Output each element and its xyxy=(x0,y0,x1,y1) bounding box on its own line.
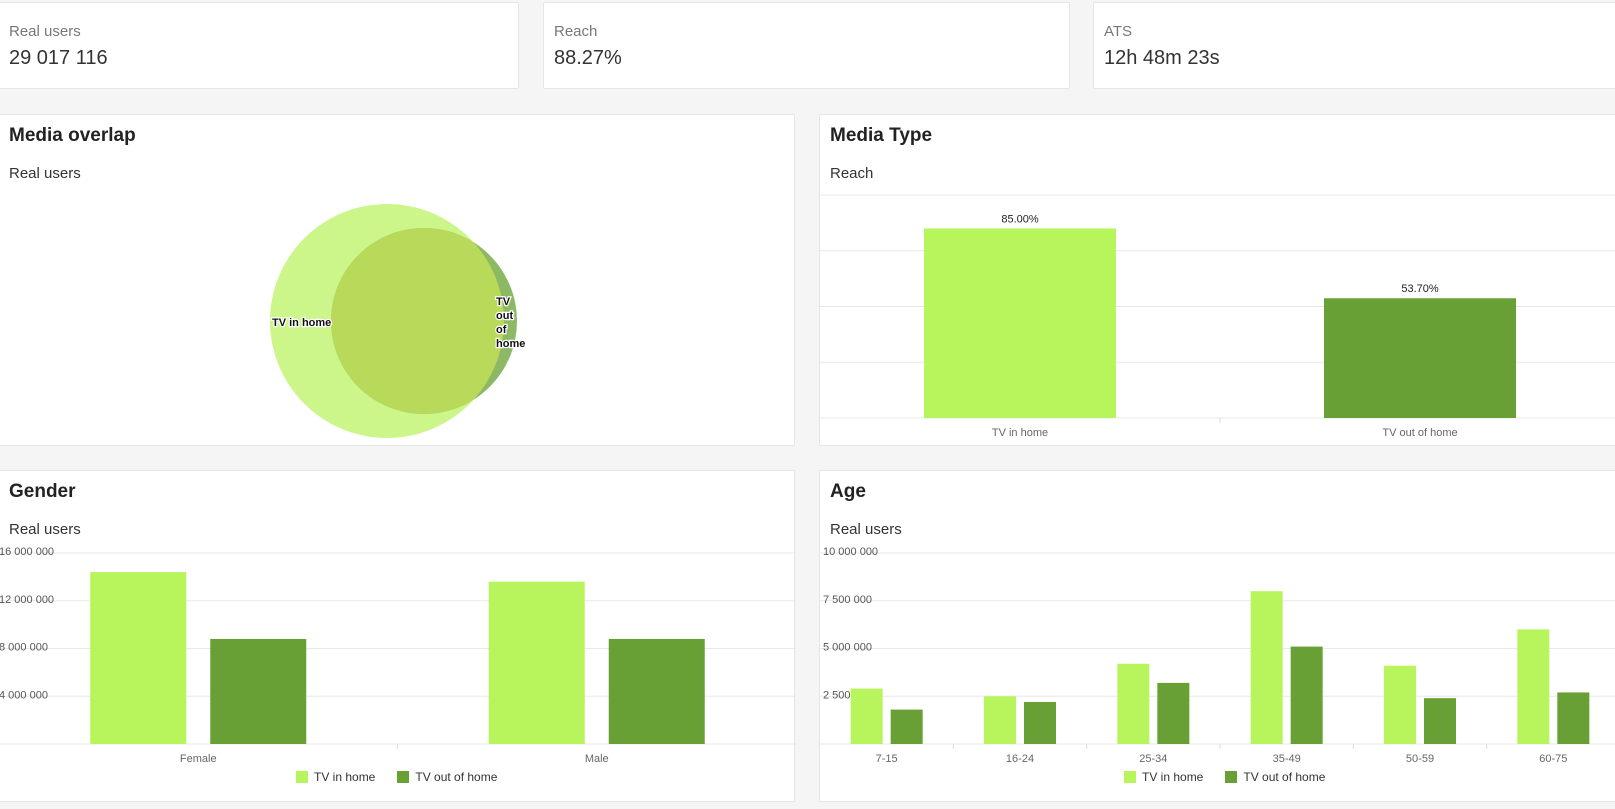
card-title: Age xyxy=(830,481,866,502)
venn-overlap[interactable] xyxy=(331,228,517,414)
venn-label-tv-out-of-home-2: out xyxy=(496,310,513,322)
venn-label-tv-out-of-home-3: of xyxy=(496,324,507,336)
bar[interactable] xyxy=(1424,698,1456,744)
bar[interactable] xyxy=(1157,682,1190,744)
x-tick-label: Female xyxy=(180,753,217,765)
y-tick-label: 4 000 000 xyxy=(0,689,48,701)
legend-label: TV in home xyxy=(1142,770,1204,784)
venn-label-tv-out-of-home-4: home xyxy=(496,338,525,350)
x-tick-label: 7-15 xyxy=(876,753,898,765)
bar[interactable] xyxy=(90,572,187,744)
y-tick-label: 8 000 000 xyxy=(0,642,48,654)
card-title: Media Type xyxy=(830,125,933,146)
legend-swatch xyxy=(1124,771,1136,783)
bar[interactable] xyxy=(850,688,883,744)
kpi-value: 12h 48m 23s xyxy=(1104,47,1220,69)
gender-card: Gender Real users 4 000 000 8 000 000 12 0… xyxy=(0,470,796,802)
y-tick-label: 10 000 000 xyxy=(823,546,878,558)
kpi-label: Reach xyxy=(554,23,598,40)
legend-swatch xyxy=(397,771,410,783)
legend-label: TV out of home xyxy=(1243,770,1326,784)
kpi-value: 88.27% xyxy=(554,47,622,69)
kpi-label: ATS xyxy=(1104,23,1133,40)
media-type-bar-chart: 85.00% TV in home 53.70% TV out of home xyxy=(820,194,1615,439)
card-title: Media overlap xyxy=(9,125,136,146)
data-label: 53.70% xyxy=(1401,283,1439,295)
kpi-label: Real users xyxy=(9,23,81,40)
kpi-card-reach: Reach 88.27% xyxy=(543,2,1070,89)
x-tick-label: 35-49 xyxy=(1273,753,1301,765)
y-tick-label: 5 000 000 xyxy=(823,642,872,654)
card-title: Gender xyxy=(9,481,76,502)
y-tick-label: 16 000 000 xyxy=(0,546,54,558)
bar[interactable] xyxy=(984,696,1016,744)
x-tick-label: TV in home xyxy=(992,427,1048,439)
bar[interactable] xyxy=(1250,591,1283,744)
legend-item-tv-in-home[interactable]: TV in home xyxy=(1124,770,1203,784)
legend-label: TV out of home xyxy=(415,770,498,784)
media-overlap-card: Media overlap Real users TV in home TV o… xyxy=(0,114,795,446)
chart-legend: TV in home TV out of home xyxy=(296,770,497,784)
venn-label-tv-in-home: TV in home xyxy=(272,317,331,329)
card-subtitle: Real users xyxy=(9,165,81,182)
media-type-card: Media Type Reach 85.00% TV in home 53.70% T… xyxy=(819,114,1615,446)
card-subtitle: Real users xyxy=(830,521,902,538)
bar[interactable] xyxy=(1557,692,1590,744)
x-tick-label: 25-34 xyxy=(1139,753,1167,765)
legend-swatch xyxy=(1225,771,1238,783)
data-label: 85.00% xyxy=(1001,213,1039,225)
bar[interactable] xyxy=(924,228,1116,418)
bar[interactable] xyxy=(890,709,923,744)
y-tick-label: 12 000 000 xyxy=(0,594,54,606)
bar[interactable] xyxy=(608,638,705,744)
bar[interactable] xyxy=(1117,663,1150,744)
bar[interactable] xyxy=(1290,646,1323,744)
kpi-card-real-users: Real users 29 017 116 xyxy=(0,2,519,89)
x-tick-label: 60-75 xyxy=(1539,753,1567,765)
card-subtitle: Reach xyxy=(830,165,874,182)
bar[interactable] xyxy=(1324,298,1516,418)
legend-label: TV in home xyxy=(314,770,376,784)
chart-legend: TV in home TV out of home xyxy=(1124,770,1325,784)
bar[interactable] xyxy=(488,581,585,744)
x-tick-label: TV out of home xyxy=(1382,427,1457,439)
venn-label-tv-out-of-home-1: TV xyxy=(496,296,511,308)
legend-item-tv-out-of-home[interactable]: TV out of home xyxy=(1225,770,1325,784)
card-subtitle: Real users xyxy=(9,521,81,538)
kpi-value: 29 017 116 xyxy=(9,47,108,69)
gender-bar-chart: 4 000 000 8 000 000 12 000 000 16 000 000 Fe… xyxy=(0,546,796,765)
bar[interactable] xyxy=(1024,701,1056,744)
kpi-card-ats: ATS 12h 48m 23s xyxy=(1093,2,1615,89)
age-card: Age Real users 2 500 000 5 000 000 7 500 0… xyxy=(819,470,1615,802)
x-tick-label: 16-24 xyxy=(1006,753,1034,765)
legend-item-tv-in-home[interactable]: TV in home xyxy=(296,770,375,784)
bar[interactable] xyxy=(210,638,307,744)
legend-item-tv-out-of-home[interactable]: TV out of home xyxy=(397,770,497,784)
legend-swatch xyxy=(296,771,308,783)
bar[interactable] xyxy=(1517,629,1550,744)
x-tick-label: 50-59 xyxy=(1406,753,1434,765)
venn-diagram: TV in home TV out of home xyxy=(270,204,527,438)
bar[interactable] xyxy=(1384,665,1416,744)
x-tick-label: Male xyxy=(585,753,609,765)
y-tick-label: 7 500 000 xyxy=(823,594,872,606)
